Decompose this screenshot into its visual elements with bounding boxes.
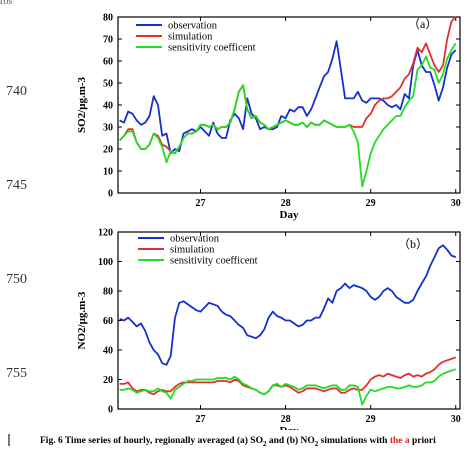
y-tick-label: 120 [98,228,113,239]
series-line-sensitivity [119,368,456,406]
y-axis-label: NO2/μg.m-3 [76,291,88,349]
y-tick-label: 20 [103,145,113,156]
legend-label: simulation [170,245,215,256]
x-tick-label: 29 [366,414,376,425]
caption-prefix: Fig. 6 Time series of hourly, regionally… [40,436,263,446]
x-tick-label: 28 [281,198,291,209]
line-number: 750 [6,272,27,287]
legend-label: observation [170,234,220,245]
figure-caption: Fig. 6 Time series of hourly, regionally… [40,436,436,448]
page-header-fragment: ros [0,0,13,7]
caption-margin-bar [8,434,10,446]
y-tick-label: 100 [98,257,113,268]
panel-label: （a） [408,17,437,31]
y-tick-label: 40 [103,101,113,112]
x-tick-label: 30 [451,198,461,209]
y-axis-label: SO2/μg.m-3 [76,76,88,133]
legend-label: sensitivity coefficent [168,43,256,54]
series-line-observation [119,40,457,155]
y-tick-label: 0 [108,189,113,200]
legend-label: simulation [168,32,213,43]
panel-label: （b） [398,237,428,251]
caption-highlight: the a [389,436,410,446]
y-tick-label: 30 [103,123,113,134]
x-tick-label: 27 [196,198,206,209]
series-line-simulation [119,356,457,396]
caption-suffix: simulations with [318,436,390,446]
line-number: 745 [6,178,27,193]
legend-label: sensitivity coefficent [170,256,258,267]
chart-panel-0: 0 10 20 30 40 50 60 70 80 27 28 29 30 Day SO2/μg.m-3 （a… [76,13,461,222]
x-axis-label: Day [280,425,299,430]
y-tick-label: 50 [103,79,113,90]
figure-svg: 0 10 20 30 40 50 60 70 80 27 28 29 30 Day SO2/μg.m-3 （a… [76,13,461,431]
caption-end: priori [409,436,436,446]
chart-panel-1: 0 20 40 60 80 100 120 27 28 29 30 Day NO2/μg.m-3 （b） o… [76,228,461,431]
y-tick-label: 80 [103,13,113,24]
x-tick-label: 30 [451,414,461,425]
line-number: 740 [6,84,27,99]
y-tick-label: 20 [103,375,113,386]
y-tick-label: 80 [103,287,113,298]
y-tick-label: 10 [103,167,113,178]
caption-mid: and (b) NO [266,436,315,446]
y-tick-label: 40 [103,346,113,357]
y-tick-label: 60 [103,316,113,327]
series-line-observation [119,244,457,366]
x-tick-label: 29 [366,198,376,209]
series-line-sensitivity [119,42,457,188]
line-number: 755 [6,366,27,381]
x-axis-label: Day [280,209,299,221]
y-tick-label: 60 [103,57,113,68]
y-tick-label: 0 [108,405,113,416]
legend-label: observation [168,21,218,32]
x-tick-label: 28 [281,414,291,425]
x-tick-label: 27 [196,414,206,425]
y-tick-label: 70 [103,35,113,46]
